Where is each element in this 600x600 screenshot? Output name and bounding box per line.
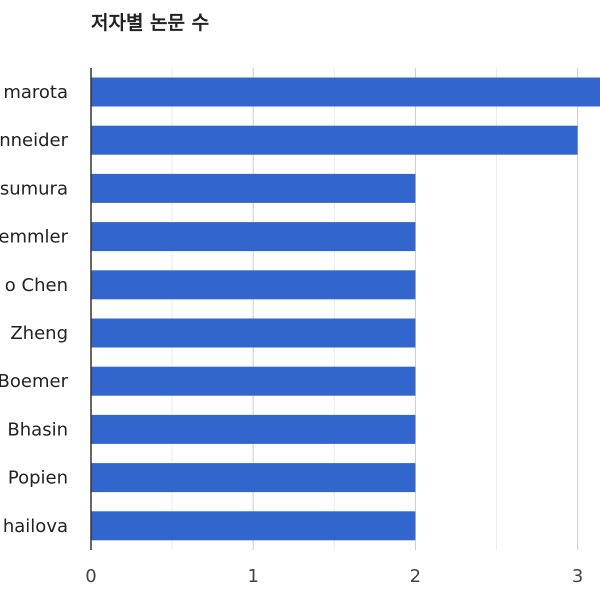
category-label-2: nneider — [0, 130, 69, 151]
bar-10[interactable] — [91, 511, 416, 541]
category-label-4: emmler — [0, 227, 69, 248]
bar-5[interactable] — [91, 270, 416, 300]
category-label-8: Bhasin — [7, 419, 68, 440]
bar-7[interactable] — [91, 366, 416, 396]
bar-9[interactable] — [91, 463, 416, 493]
bar-6[interactable] — [91, 318, 416, 348]
category-label-9: Popien — [8, 468, 68, 489]
category-labels: marota nneider sumura emmler o Chen Zheng Boem… — [0, 82, 69, 537]
x-tick-labels: 0 1 2 3 — [85, 566, 583, 587]
category-label-6: Zheng — [10, 323, 68, 344]
x-tick-label: 3 — [572, 566, 583, 587]
bar-8[interactable] — [91, 414, 416, 444]
bars — [91, 77, 600, 541]
bar-1[interactable] — [91, 77, 600, 107]
category-label-7: Boemer — [0, 371, 69, 392]
category-label-1: marota — [3, 82, 68, 103]
chart-title: 저자별 논문 수 — [91, 12, 210, 34]
category-label-3: sumura — [0, 178, 68, 199]
x-tick-label: 1 — [247, 566, 258, 587]
category-label-5: o Chen — [5, 275, 68, 296]
bar-4[interactable] — [91, 222, 416, 252]
category-label-10: hailova — [3, 516, 68, 537]
x-tick-label: 0 — [85, 566, 96, 587]
bar-2[interactable] — [91, 125, 578, 155]
x-tick-label: 2 — [410, 566, 421, 587]
bar-3[interactable] — [91, 173, 416, 203]
